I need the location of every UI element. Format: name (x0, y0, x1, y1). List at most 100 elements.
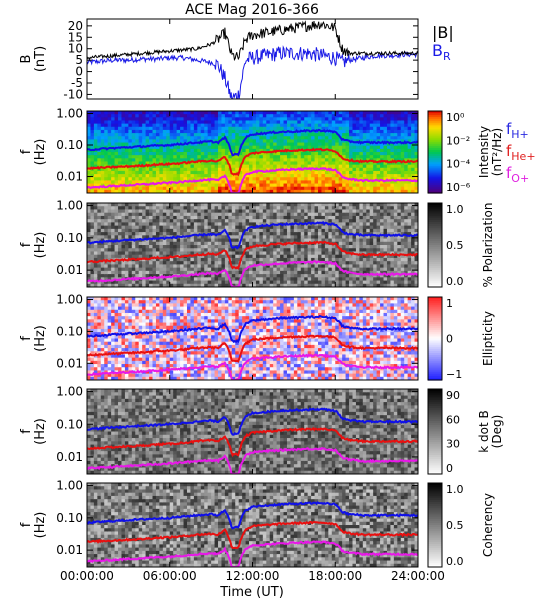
y-tick-label: 1.00 (56, 199, 83, 213)
colorbar: 90 60 30 0 k dot B(Deg) (427, 388, 504, 475)
colorbar: 1 0 −1 Ellipticity (427, 296, 495, 381)
x-tick-label: 06:00:00 (143, 569, 197, 583)
plot-frame (86, 482, 419, 568)
y-tick-label: 0.01 (56, 356, 83, 370)
fo-gyrofrequency-line (87, 260, 418, 287)
gyrofrequency-legend-he-plus: fHe+ (506, 142, 536, 163)
b-axis-label: B(nT) (19, 46, 48, 72)
y-tick-label: 0.10 (56, 417, 83, 431)
colorbar-tick-label: 1.0 (446, 203, 464, 216)
colorbar-tick-label: 0 (446, 333, 453, 346)
colorbar-label: Intensity(nT²/Hz) (477, 126, 504, 178)
b-magnitude-series-line (87, 20, 418, 62)
colorbar-tick-label: 10⁰ (446, 111, 465, 124)
panel-ellipticity: 1.00 0.10 0.01 1 0 −1 Ellipticity f(Hz) (19, 293, 495, 381)
y-tick-label: 0.10 (56, 511, 83, 525)
colorbar-label: Ellipticity (481, 311, 495, 366)
colorbar: 1.0 0.5 0.0 % Polarization (427, 202, 495, 288)
plot-frame (86, 388, 419, 475)
panel-polarization: 1.00 0.10 0.01 1.0 0.5 0.0 % Polarization f(Hz) (19, 199, 495, 288)
colorbar: 1.0 0.5 0.0 Coherency (427, 482, 495, 568)
colorbar-tick-label: 30 (446, 438, 460, 451)
fo-gyrofrequency-line (87, 166, 418, 193)
gyrofrequency-legend-h-plus: fH+ (506, 120, 529, 141)
y-tick-label: 0 (75, 65, 83, 79)
y-tick-label: -5 (71, 76, 83, 90)
colorbar-label: k dot B(Deg) (477, 410, 504, 452)
colorbar-tick-label: 10⁻⁴ (446, 158, 471, 171)
fo-gyrofrequency-line (87, 353, 418, 380)
fhe-gyrofrequency-line (87, 426, 418, 458)
fh-gyrofrequency-line (87, 128, 418, 157)
y-tick-label: 20 (68, 19, 83, 33)
colorbar-tick-label: −1 (446, 368, 462, 381)
colorbar-frame (427, 110, 443, 194)
y-tick-label: 15 (68, 30, 83, 44)
fh-gyrofrequency-line (87, 314, 418, 344)
y-tick-label: 0.01 (56, 263, 83, 277)
br-series-line (87, 45, 418, 99)
y-tick-label: -10 (63, 87, 83, 101)
y-tick-label: 0.01 (56, 450, 83, 464)
plot-frame (86, 110, 419, 194)
colorbar: 10⁰ 10⁻² 10⁻⁴ 10⁻⁶ Intensity(nT²/Hz) (427, 110, 504, 194)
plot-area (87, 19, 418, 99)
colorbar-tick-label: 10⁻² (446, 134, 470, 147)
legend-b-magnitude: |B| (432, 23, 454, 42)
legend-br: BR (432, 41, 451, 63)
colorbar-tick-label: 0 (446, 462, 453, 475)
y-tick-label: 1.00 (56, 106, 83, 120)
colorbar-tick-label: 0.5 (446, 239, 464, 252)
frequency-axis-label: f(Hz) (19, 325, 48, 352)
x-tick-label: 24:00:00 (391, 569, 445, 583)
colorbar-tick-label: 0.5 (446, 519, 464, 532)
colorbar-label: % Polarization (481, 203, 495, 288)
frequency-axis-label: f(Hz) (19, 418, 48, 445)
y-tick-label: 0.10 (56, 138, 83, 152)
y-tick-label: 10 (68, 42, 83, 56)
colorbar-frame (427, 296, 443, 381)
fo-gyrofrequency-line (87, 540, 418, 567)
colorbar-tick-label: 1.0 (446, 483, 464, 496)
plot-frame (86, 296, 419, 381)
plot-frame (86, 202, 419, 288)
colorbar-tick-label: 60 (446, 413, 460, 426)
colorbar-tick-label: 0.0 (446, 555, 464, 568)
colorbar-frame (427, 482, 443, 568)
x-axis: 00:00:00 06:00:00 12:00:00 18:00:00 24:00:00 (60, 569, 445, 583)
figure-title: ACE Mag 2016-366 (185, 2, 319, 18)
panel-kdotb: 1.00 0.10 0.01 90 60 30 0 k dot B(Deg) f(Hz) (19, 385, 504, 475)
fhe-gyrofrequency-line (87, 334, 418, 363)
fh-gyrofrequency-line (87, 407, 418, 436)
panel-coherency: 1.00 0.10 0.01 1.0 0.5 0.0 Coherency f(Hz) (19, 479, 495, 568)
fh-gyrofrequency-line (87, 501, 418, 530)
fhe-gyrofrequency-line (87, 240, 418, 270)
y-tick-label: 0.01 (56, 170, 83, 184)
fhe-gyrofrequency-line (87, 147, 418, 177)
x-tick-label: 18:00:00 (308, 569, 362, 583)
colorbar-tick-label: 10⁻⁶ (446, 181, 471, 194)
y-tick-label: 1.00 (56, 385, 83, 399)
fh-gyrofrequency-line (87, 220, 418, 250)
x-tick-label: 00:00:00 (60, 569, 114, 583)
frequency-axis-label: f(Hz) (19, 139, 48, 166)
gyrofrequency-legend-o-plus: fO+ (506, 164, 529, 185)
colorbar-frame (427, 202, 443, 288)
colorbar-frame (427, 388, 443, 475)
frequency-axis-label: f(Hz) (19, 512, 48, 539)
colorbar-tick-label: 0.0 (446, 275, 464, 288)
y-tick-label: 5 (75, 53, 83, 67)
x-axis-label: Time (UT) (219, 585, 284, 600)
panels: 20151050-5-10|B|BRB(nT)1.000.100.0110⁰10… (19, 18, 536, 568)
colorbar-tick-label: 1 (446, 297, 453, 310)
fhe-gyrofrequency-line (87, 520, 418, 550)
y-tick-label: 1.00 (56, 293, 83, 307)
y-tick-label: 0.10 (56, 324, 83, 338)
frequency-axis-label: f(Hz) (19, 232, 48, 259)
y-tick-label: 1.00 (56, 479, 83, 493)
y-tick-label: 0.01 (56, 543, 83, 557)
spectrogram (87, 203, 418, 287)
plot-frame (86, 18, 419, 100)
